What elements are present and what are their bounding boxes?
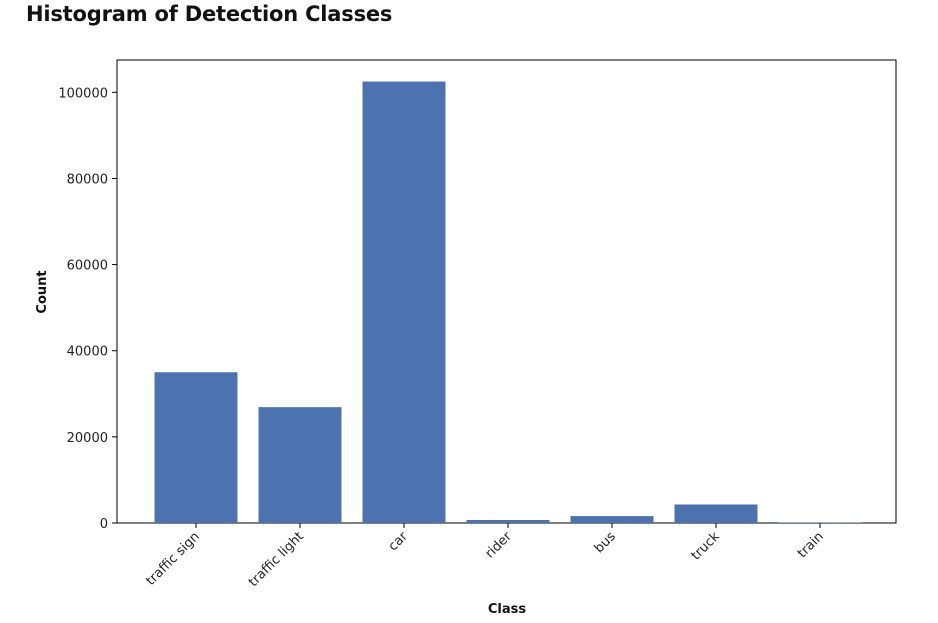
bar-traffic-sign: [154, 372, 238, 523]
bar-traffic-light: [258, 407, 342, 523]
y-tick-label: 0: [100, 517, 108, 532]
y-tick-label: 60000: [67, 259, 108, 274]
x-tick-label: bus: [592, 529, 619, 556]
bar-car: [362, 81, 446, 523]
x-tick-label: traffic sign: [143, 529, 202, 588]
x-tick-label: car: [386, 529, 412, 555]
x-tick-label: traffic light: [246, 529, 307, 590]
x-axis-title: Class: [488, 602, 527, 617]
bar-truck: [674, 504, 758, 523]
x-tick-label: train: [795, 529, 827, 561]
bar-bus: [570, 516, 654, 523]
y-axis-title: Count: [35, 270, 50, 313]
y-tick-label: 40000: [67, 345, 108, 360]
x-tick-label: rider: [483, 529, 516, 562]
bars-group: [154, 81, 862, 523]
bar-rider: [466, 519, 550, 523]
y-axis: 0 20000 40000 60000 80000 100000: [58, 86, 117, 532]
x-axis: traffic sign traffic light car rider bus truc…: [143, 523, 827, 590]
y-tick-label: 80000: [67, 172, 108, 187]
y-tick-label: 20000: [67, 431, 108, 446]
y-tick-label: 100000: [58, 86, 108, 101]
x-tick-label: truck: [689, 529, 724, 564]
page-title: Histogram of Detection Classes: [26, 2, 393, 26]
